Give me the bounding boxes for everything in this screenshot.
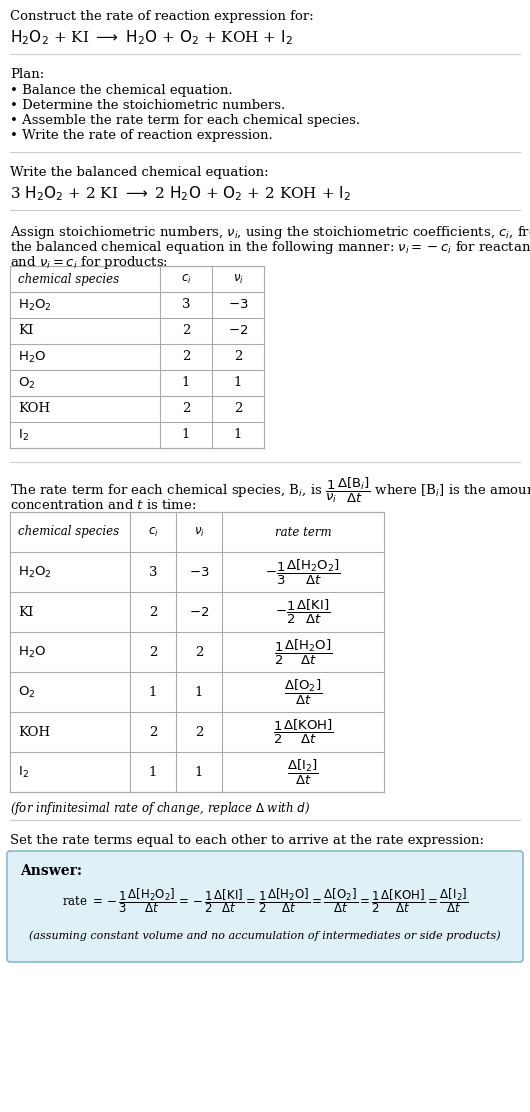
Text: the balanced chemical equation in the following manner: $\nu_i = -c_i$ for react: the balanced chemical equation in the fo… xyxy=(10,239,530,256)
Text: $-\dfrac{1}{3}\dfrac{\Delta[\mathrm{H_2O_2}]}{\Delta t}$: $-\dfrac{1}{3}\dfrac{\Delta[\mathrm{H_2O… xyxy=(265,557,341,587)
Text: $c_i$: $c_i$ xyxy=(181,272,191,286)
Bar xyxy=(10,512,384,792)
Text: rate $= -\dfrac{1}{3}\dfrac{\Delta[\mathrm{H_2O_2}]}{\Delta t} = -\dfrac{1}{2}\d: rate $= -\dfrac{1}{3}\dfrac{\Delta[\math… xyxy=(62,886,468,915)
Text: chemical species: chemical species xyxy=(18,272,119,286)
Text: 1: 1 xyxy=(182,428,190,441)
Text: $\nu_i$: $\nu_i$ xyxy=(193,526,205,538)
Text: (assuming constant volume and no accumulation of intermediates or side products): (assuming constant volume and no accumul… xyxy=(29,930,501,941)
Text: • Determine the stoichiometric numbers.: • Determine the stoichiometric numbers. xyxy=(10,99,285,112)
Bar xyxy=(10,266,264,448)
Text: $-2$: $-2$ xyxy=(228,325,248,338)
Text: 2: 2 xyxy=(149,645,157,658)
Text: 2: 2 xyxy=(195,725,203,738)
Text: $\mathrm{I_2}$: $\mathrm{I_2}$ xyxy=(18,427,29,443)
Text: $\dfrac{\Delta[\mathrm{I_2}]}{\Delta t}$: $\dfrac{\Delta[\mathrm{I_2}]}{\Delta t}$ xyxy=(287,757,319,786)
Text: 3 $\mathrm{H_2O_2}$ + 2 KI $\longrightarrow$ 2 $\mathrm{H_2O}$ + $\mathrm{O_2}$ : 3 $\mathrm{H_2O_2}$ + 2 KI $\longrightar… xyxy=(10,183,351,202)
Text: 1: 1 xyxy=(234,428,242,441)
Text: KOH: KOH xyxy=(18,403,50,416)
Text: concentration and $t$ is time:: concentration and $t$ is time: xyxy=(10,498,197,512)
Text: $\mathrm{O_2}$: $\mathrm{O_2}$ xyxy=(18,376,36,390)
Text: $\mathrm{H_2O_2}$: $\mathrm{H_2O_2}$ xyxy=(18,297,52,312)
Text: $-3$: $-3$ xyxy=(228,298,248,311)
Text: Construct the rate of reaction expression for:: Construct the rate of reaction expressio… xyxy=(10,10,314,23)
Text: 1: 1 xyxy=(195,685,203,698)
Text: • Assemble the rate term for each chemical species.: • Assemble the rate term for each chemic… xyxy=(10,115,360,127)
Text: (for infinitesimal rate of change, replace $\Delta$ with $d$): (for infinitesimal rate of change, repla… xyxy=(10,800,311,817)
Text: 2: 2 xyxy=(182,350,190,364)
Text: 2: 2 xyxy=(182,403,190,416)
Text: $\mathrm{H_2O_2}$ + KI $\longrightarrow$ $\mathrm{H_2O}$ + $\mathrm{O_2}$ + KOH : $\mathrm{H_2O_2}$ + KI $\longrightarrow$… xyxy=(10,28,293,47)
Text: 1: 1 xyxy=(149,685,157,698)
Text: $-3$: $-3$ xyxy=(189,566,209,578)
Text: The rate term for each chemical species, B$_i$, is $\dfrac{1}{\nu_i}\dfrac{\Delt: The rate term for each chemical species,… xyxy=(10,476,530,505)
Text: $\mathrm{O_2}$: $\mathrm{O_2}$ xyxy=(18,685,36,699)
Text: • Write the rate of reaction expression.: • Write the rate of reaction expression. xyxy=(10,129,273,142)
Text: 2: 2 xyxy=(182,325,190,338)
Text: KOH: KOH xyxy=(18,725,50,738)
Text: Answer:: Answer: xyxy=(20,864,82,878)
Text: $-2$: $-2$ xyxy=(189,606,209,618)
Text: 1: 1 xyxy=(234,377,242,389)
Text: $-\dfrac{1}{2}\dfrac{\Delta[\mathrm{KI}]}{\Delta t}$: $-\dfrac{1}{2}\dfrac{\Delta[\mathrm{KI}]… xyxy=(276,598,331,626)
Text: rate term: rate term xyxy=(275,526,331,538)
Text: Set the rate terms equal to each other to arrive at the rate expression:: Set the rate terms equal to each other t… xyxy=(10,834,484,847)
Text: $c_i$: $c_i$ xyxy=(148,526,158,538)
Text: 2: 2 xyxy=(234,350,242,364)
Text: 2: 2 xyxy=(195,645,203,658)
Text: $\mathrm{H_2O}$: $\mathrm{H_2O}$ xyxy=(18,645,46,659)
Text: $\mathrm{H_2O}$: $\mathrm{H_2O}$ xyxy=(18,349,46,365)
Text: 2: 2 xyxy=(234,403,242,416)
Text: 2: 2 xyxy=(149,606,157,618)
Text: 1: 1 xyxy=(149,765,157,778)
Text: chemical species: chemical species xyxy=(18,526,119,538)
FancyBboxPatch shape xyxy=(7,851,523,962)
Text: • Balance the chemical equation.: • Balance the chemical equation. xyxy=(10,85,233,97)
Text: $\dfrac{\Delta[\mathrm{O_2}]}{\Delta t}$: $\dfrac{\Delta[\mathrm{O_2}]}{\Delta t}$ xyxy=(284,677,322,706)
Text: Assign stoichiometric numbers, $\nu_i$, using the stoichiometric coefficients, $: Assign stoichiometric numbers, $\nu_i$, … xyxy=(10,224,530,241)
Text: 1: 1 xyxy=(182,377,190,389)
Text: 2: 2 xyxy=(149,725,157,738)
Text: $\dfrac{1}{2}\dfrac{\Delta[\mathrm{H_2O}]}{\Delta t}$: $\dfrac{1}{2}\dfrac{\Delta[\mathrm{H_2O}… xyxy=(274,637,332,666)
Text: 3: 3 xyxy=(149,566,157,578)
Text: $\mathrm{I_2}$: $\mathrm{I_2}$ xyxy=(18,764,29,780)
Text: 3: 3 xyxy=(182,298,190,311)
Text: and $\nu_i = c_i$ for products:: and $\nu_i = c_i$ for products: xyxy=(10,254,168,271)
Text: $\dfrac{1}{2}\dfrac{\Delta[\mathrm{KOH}]}{\Delta t}$: $\dfrac{1}{2}\dfrac{\Delta[\mathrm{KOH}]… xyxy=(273,718,333,746)
Text: KI: KI xyxy=(18,325,33,338)
Text: Plan:: Plan: xyxy=(10,68,44,81)
Text: 1: 1 xyxy=(195,765,203,778)
Text: Write the balanced chemical equation:: Write the balanced chemical equation: xyxy=(10,166,269,179)
Text: KI: KI xyxy=(18,606,33,618)
Text: $\mathrm{H_2O_2}$: $\mathrm{H_2O_2}$ xyxy=(18,565,52,579)
Text: $\nu_i$: $\nu_i$ xyxy=(233,272,243,286)
